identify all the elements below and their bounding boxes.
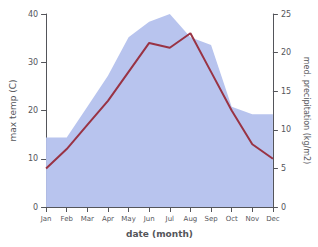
svg-text:Feb: Feb	[60, 215, 73, 223]
svg-text:30: 30	[28, 58, 38, 67]
svg-text:Jan: Jan	[40, 215, 52, 223]
svg-text:20: 20	[28, 106, 38, 115]
svg-text:Oct: Oct	[226, 215, 238, 223]
svg-text:0: 0	[281, 203, 286, 212]
svg-text:0: 0	[33, 203, 38, 212]
svg-text:Mar: Mar	[81, 215, 94, 223]
svg-text:Dec: Dec	[266, 215, 280, 223]
svg-text:med. precipitation (kg/m2): med. precipitation (kg/m2)	[302, 57, 311, 164]
svg-text:Sep: Sep	[204, 215, 218, 223]
svg-text:Nov: Nov	[245, 215, 259, 223]
svg-text:10: 10	[281, 125, 291, 134]
svg-text:date (month): date (month)	[126, 229, 193, 239]
svg-text:Aug: Aug	[184, 215, 198, 223]
svg-text:Jul: Jul	[165, 215, 175, 223]
svg-text:Jun: Jun	[143, 215, 155, 223]
svg-text:May: May	[121, 215, 135, 223]
svg-text:5: 5	[281, 164, 286, 173]
svg-text:15: 15	[281, 87, 291, 96]
svg-text:25: 25	[281, 10, 291, 19]
svg-text:10: 10	[28, 154, 38, 163]
svg-text:40: 40	[28, 10, 38, 19]
svg-text:20: 20	[281, 48, 291, 57]
svg-text:Apr: Apr	[102, 215, 114, 223]
svg-text:max temp (C): max temp (C)	[8, 79, 18, 141]
